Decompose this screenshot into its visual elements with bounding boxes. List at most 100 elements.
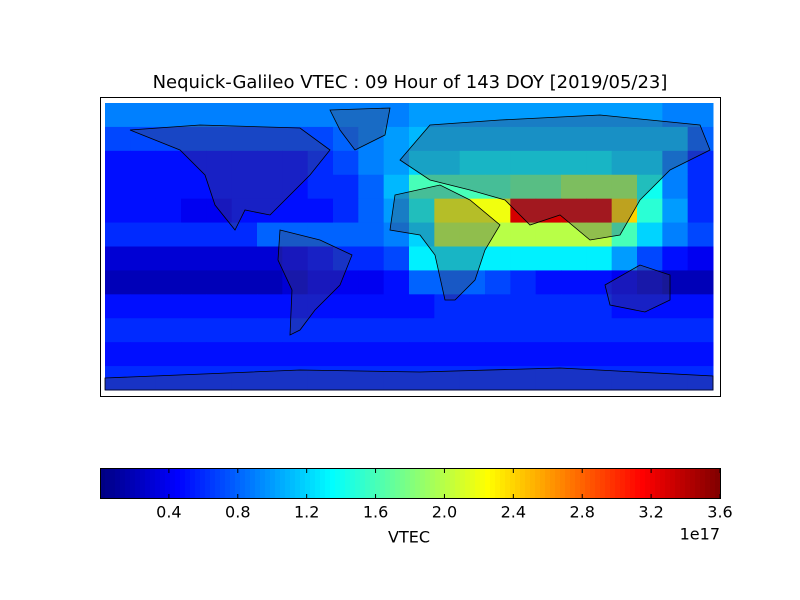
heat-cell <box>333 198 359 224</box>
heat-cell <box>510 318 537 343</box>
heat-cell <box>206 126 233 152</box>
heat-cell <box>459 103 486 128</box>
heat-cell <box>358 103 385 128</box>
heat-cell <box>586 150 613 176</box>
heat-cell <box>510 246 537 271</box>
heat-cell <box>383 246 410 271</box>
colorbar-swatch <box>390 468 396 499</box>
heat-cell <box>231 222 258 247</box>
heat-cell <box>130 150 157 176</box>
heat-cell <box>155 222 182 247</box>
heat-cell <box>434 366 461 391</box>
heat-cell <box>231 318 258 343</box>
heat-cell <box>105 246 131 271</box>
heat-cell <box>155 318 182 343</box>
heat-cell <box>181 174 207 200</box>
heat-cell <box>105 342 131 367</box>
colorbar-swatch <box>230 468 236 499</box>
heat-cell <box>409 150 435 176</box>
heat-cell <box>130 294 157 319</box>
colorbar-swatch <box>165 468 171 499</box>
heat-cell <box>231 246 258 271</box>
heat-cell <box>611 270 638 295</box>
heat-cell <box>409 294 435 319</box>
heat-cell <box>307 246 334 271</box>
heat-cell <box>637 294 663 319</box>
heat-cell <box>409 342 435 367</box>
heat-cell <box>307 126 334 152</box>
colorbar-swatch <box>340 468 346 499</box>
colorbar-tick-label: 0.8 <box>225 503 250 522</box>
heat-cell <box>130 318 157 343</box>
heat-cell <box>662 270 689 295</box>
colorbar-swatch <box>370 468 376 499</box>
heat-cell <box>687 342 714 367</box>
heat-cell <box>333 366 359 391</box>
heat-cell <box>510 174 537 200</box>
heat-cell <box>155 294 182 319</box>
heat-cell <box>358 126 385 152</box>
heat-cell <box>611 246 638 271</box>
heat-cell <box>257 270 283 295</box>
colorbar-swatch <box>155 468 161 499</box>
heat-cell <box>383 103 410 128</box>
heat-cell <box>485 246 511 271</box>
heat-cell <box>662 246 689 271</box>
colorbar-swatch <box>380 468 386 499</box>
colorbar-swatch <box>210 468 216 499</box>
heat-cell <box>510 126 537 152</box>
heat-cell <box>257 318 283 343</box>
heat-cell <box>434 198 461 224</box>
heat-cell <box>561 342 587 367</box>
heat-cell <box>105 294 131 319</box>
heat-cell <box>485 294 511 319</box>
colorbar-swatch <box>290 468 296 499</box>
heat-cell <box>383 198 410 224</box>
colorbar-swatch <box>195 468 201 499</box>
heat-cell <box>535 174 562 200</box>
heat-cell <box>206 103 233 128</box>
heat-cell <box>561 366 587 391</box>
heat-cell <box>409 318 435 343</box>
heat-cell <box>611 126 638 152</box>
heat-cell <box>662 366 689 391</box>
heat-cell <box>231 270 258 295</box>
heat-cell <box>637 222 663 247</box>
heat-cell <box>181 246 207 271</box>
colorbar-swatch <box>660 468 666 499</box>
heat-cell <box>586 174 613 200</box>
heat-cell <box>409 103 435 128</box>
heat-cell <box>155 103 182 128</box>
heat-cell <box>485 150 511 176</box>
heat-cell <box>637 126 663 152</box>
heat-cell <box>257 103 283 128</box>
colorbar-swatch <box>110 468 116 499</box>
heat-cell <box>282 198 309 224</box>
heat-cell <box>333 342 359 367</box>
heat-cell <box>333 270 359 295</box>
heat-cell <box>459 318 486 343</box>
heat-cell <box>206 174 233 200</box>
heat-cell <box>409 246 435 271</box>
colorbar-tick-label: 1.2 <box>294 503 319 522</box>
colorbar-swatch <box>280 468 286 499</box>
heat-cell <box>510 150 537 176</box>
colorbar-swatch <box>320 468 326 499</box>
heat-cell <box>611 103 638 128</box>
colorbar-swatch <box>305 468 311 499</box>
colorbar-swatch <box>600 468 606 499</box>
heat-cell <box>231 342 258 367</box>
heat-cell <box>130 198 157 224</box>
colorbar-swatch <box>445 468 451 499</box>
heat-cell <box>611 342 638 367</box>
heat-cell <box>459 198 486 224</box>
heat-cell <box>333 126 359 152</box>
colorbar-swatch <box>335 468 341 499</box>
heat-cell <box>257 150 283 176</box>
heat-cell <box>687 294 714 319</box>
heat-cell <box>282 222 309 247</box>
colorbar-swatch <box>710 468 716 499</box>
heat-cell <box>358 222 385 247</box>
heat-cell <box>257 222 283 247</box>
colorbar-tick-label: 2.8 <box>569 503 594 522</box>
